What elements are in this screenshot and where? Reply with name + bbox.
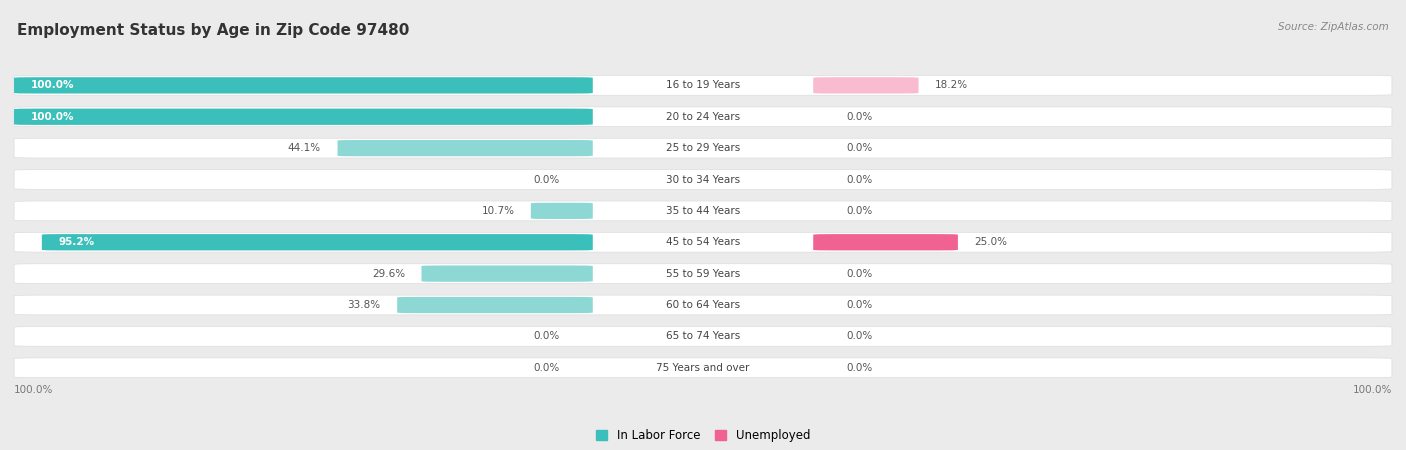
FancyBboxPatch shape — [422, 266, 593, 282]
FancyBboxPatch shape — [14, 76, 1392, 95]
Text: 60 to 64 Years: 60 to 64 Years — [666, 300, 740, 310]
Text: 100.0%: 100.0% — [1353, 385, 1392, 396]
Text: 25 to 29 Years: 25 to 29 Years — [666, 143, 740, 153]
Legend: In Labor Force, Unemployed: In Labor Force, Unemployed — [591, 424, 815, 446]
FancyBboxPatch shape — [14, 170, 1392, 189]
FancyBboxPatch shape — [14, 107, 1392, 126]
FancyBboxPatch shape — [396, 297, 593, 313]
Text: Source: ZipAtlas.com: Source: ZipAtlas.com — [1278, 22, 1389, 32]
Text: 0.0%: 0.0% — [533, 363, 560, 373]
Text: 95.2%: 95.2% — [59, 237, 94, 247]
FancyBboxPatch shape — [14, 358, 1392, 378]
Text: 33.8%: 33.8% — [347, 300, 381, 310]
Text: 45 to 54 Years: 45 to 54 Years — [666, 237, 740, 247]
Text: 0.0%: 0.0% — [533, 175, 560, 184]
FancyBboxPatch shape — [14, 327, 1392, 346]
FancyBboxPatch shape — [14, 108, 593, 125]
Text: 0.0%: 0.0% — [846, 300, 873, 310]
Text: 0.0%: 0.0% — [846, 112, 873, 122]
Text: 100.0%: 100.0% — [14, 385, 53, 396]
FancyBboxPatch shape — [14, 77, 593, 94]
FancyBboxPatch shape — [14, 264, 1392, 284]
FancyBboxPatch shape — [813, 77, 918, 94]
FancyBboxPatch shape — [14, 201, 1392, 221]
Text: 0.0%: 0.0% — [846, 363, 873, 373]
Text: 0.0%: 0.0% — [846, 269, 873, 279]
Text: 25.0%: 25.0% — [974, 237, 1008, 247]
Text: 0.0%: 0.0% — [846, 143, 873, 153]
Text: 30 to 34 Years: 30 to 34 Years — [666, 175, 740, 184]
Text: 65 to 74 Years: 65 to 74 Years — [666, 331, 740, 342]
Text: 100.0%: 100.0% — [31, 112, 75, 122]
Text: 0.0%: 0.0% — [533, 331, 560, 342]
Text: 0.0%: 0.0% — [846, 206, 873, 216]
FancyBboxPatch shape — [14, 295, 1392, 315]
Text: 18.2%: 18.2% — [935, 81, 969, 90]
Text: 0.0%: 0.0% — [846, 331, 873, 342]
Text: 0.0%: 0.0% — [846, 175, 873, 184]
Text: 16 to 19 Years: 16 to 19 Years — [666, 81, 740, 90]
FancyBboxPatch shape — [531, 202, 593, 219]
Text: 20 to 24 Years: 20 to 24 Years — [666, 112, 740, 122]
Text: 55 to 59 Years: 55 to 59 Years — [666, 269, 740, 279]
FancyBboxPatch shape — [42, 234, 593, 250]
Text: 100.0%: 100.0% — [31, 81, 75, 90]
Text: 10.7%: 10.7% — [481, 206, 515, 216]
FancyBboxPatch shape — [813, 234, 957, 250]
Text: Employment Status by Age in Zip Code 97480: Employment Status by Age in Zip Code 974… — [17, 22, 409, 37]
Text: 35 to 44 Years: 35 to 44 Years — [666, 206, 740, 216]
FancyBboxPatch shape — [337, 140, 593, 156]
Text: 44.1%: 44.1% — [288, 143, 321, 153]
Text: 75 Years and over: 75 Years and over — [657, 363, 749, 373]
FancyBboxPatch shape — [14, 232, 1392, 252]
Text: 29.6%: 29.6% — [371, 269, 405, 279]
FancyBboxPatch shape — [14, 138, 1392, 158]
